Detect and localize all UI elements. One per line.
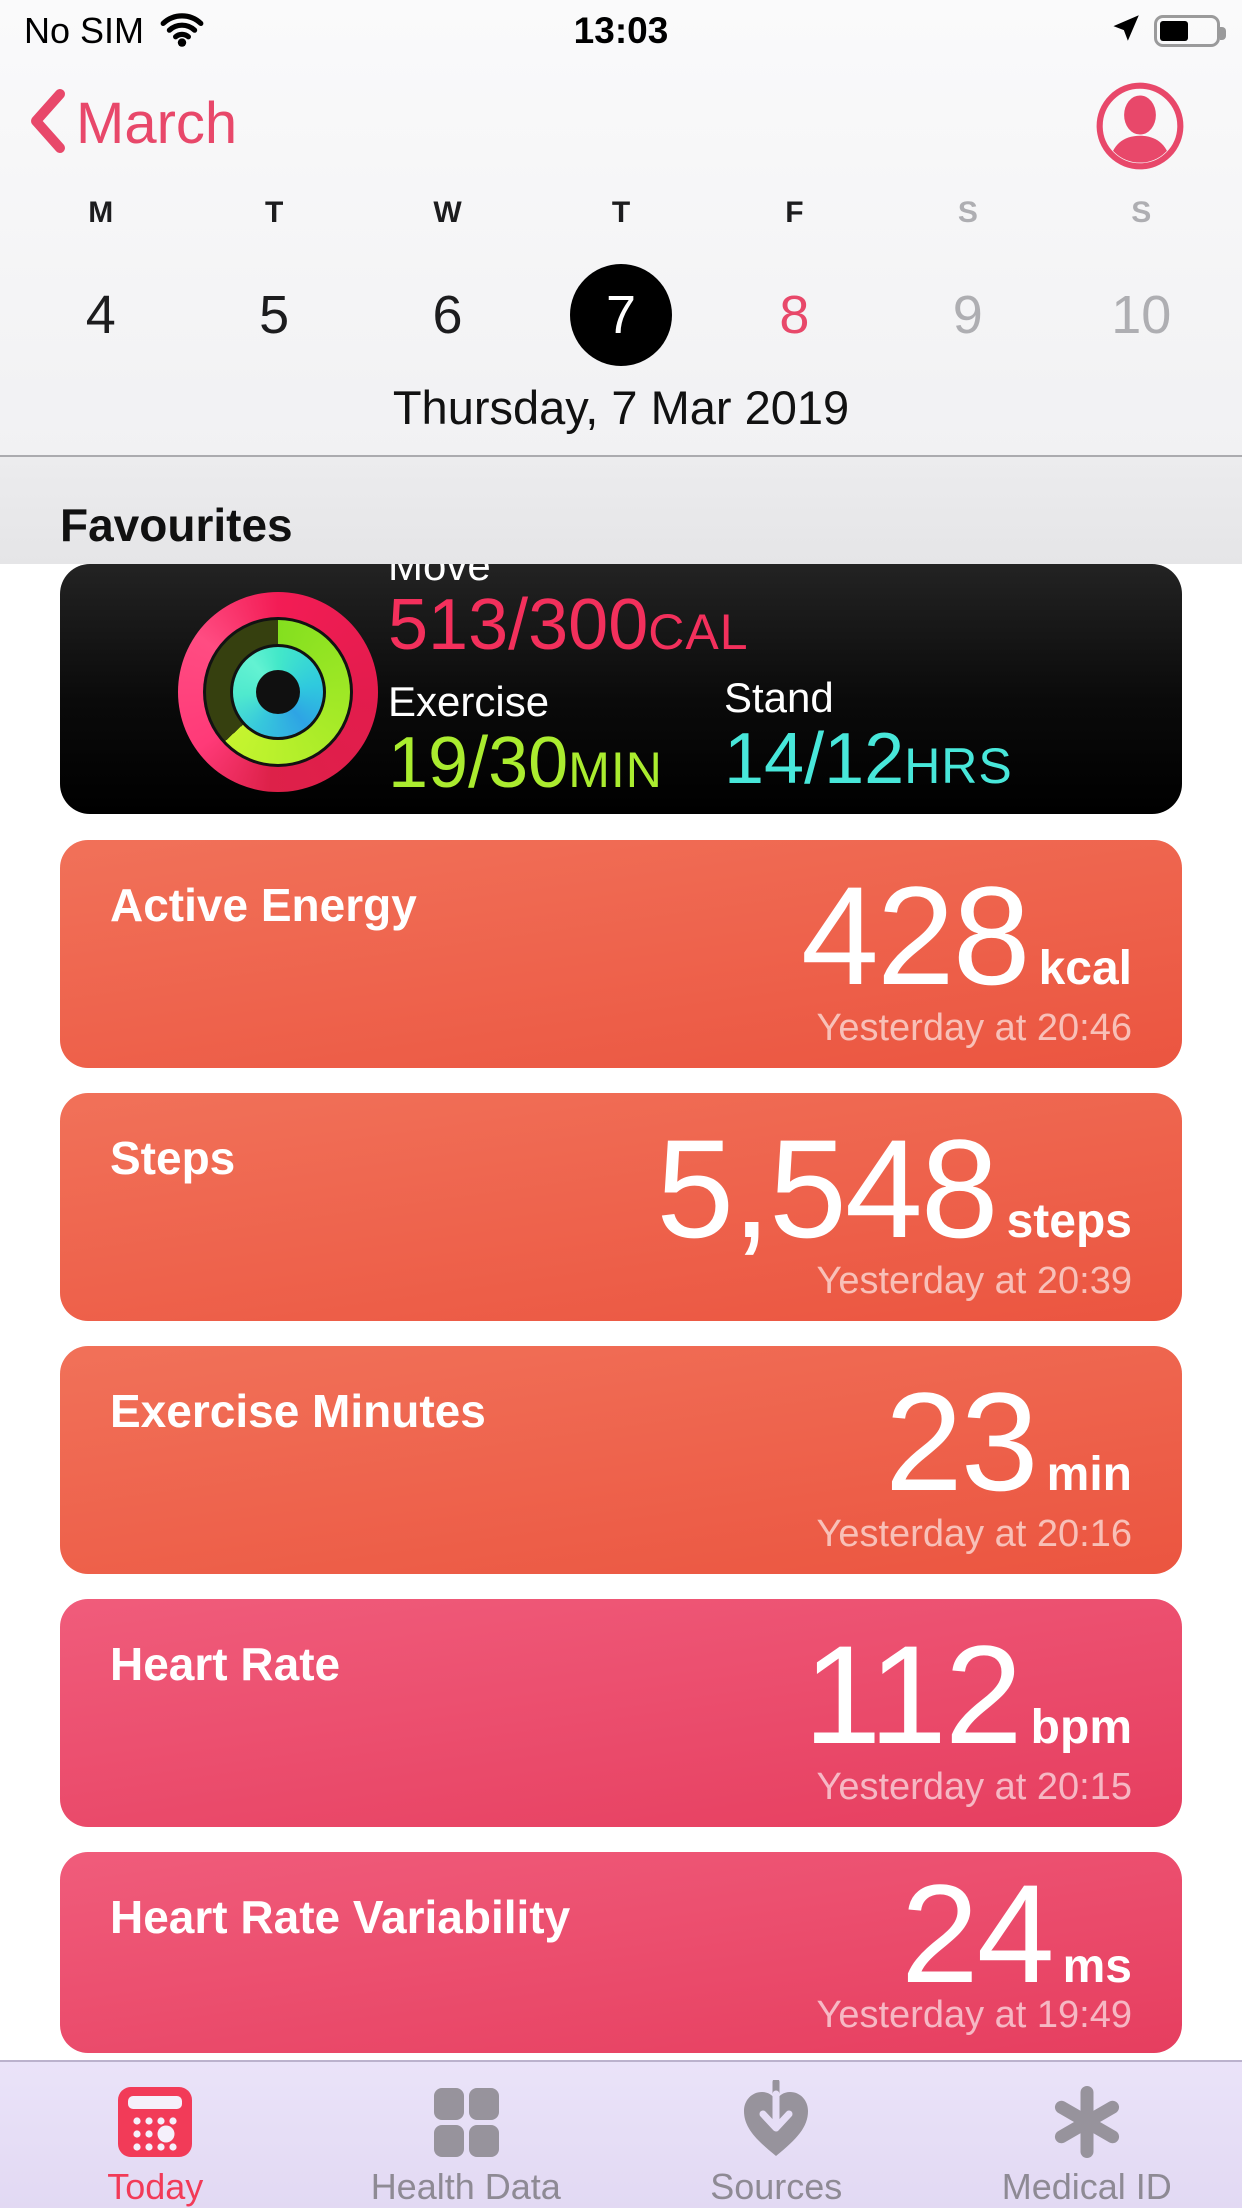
steps-card[interactable]: Steps 5,548 steps Yesterday at 20:39 bbox=[60, 1093, 1182, 1321]
day-cell-9[interactable]: 9 bbox=[952, 285, 983, 345]
activity-card[interactable]: Move 513/300CAL Exercise 19/30MIN Stand … bbox=[60, 564, 1182, 814]
card-value: 5,548 bbox=[656, 1110, 998, 1267]
exercise-minutes-card[interactable]: Exercise Minutes 23 min Yesterday at 20:1… bbox=[60, 1346, 1182, 1574]
card-value: 428 bbox=[800, 857, 1031, 1014]
chevron-left-icon bbox=[28, 88, 68, 159]
card-title: Heart Rate Variability bbox=[110, 1891, 571, 1943]
card-title: Heart Rate bbox=[110, 1638, 341, 1690]
card-timestamp: Yesterday at 20:39 bbox=[816, 1260, 1132, 1302]
weekday-letter: T bbox=[264, 196, 284, 229]
back-label: March bbox=[76, 91, 238, 156]
day-cell-5[interactable]: 5 bbox=[259, 285, 290, 345]
tab-medical-id[interactable]: Medical ID bbox=[932, 2062, 1242, 2208]
exercise-value: 19/30MIN bbox=[388, 722, 663, 803]
card-unit: ms bbox=[1062, 1940, 1132, 1993]
card-title: Steps bbox=[110, 1132, 236, 1184]
favourites-section-header: Favourites bbox=[0, 457, 1242, 564]
active-energy-card[interactable]: Active Energy 428 kcal Yesterday at 20:46 bbox=[60, 840, 1182, 1068]
clock: 13:03 bbox=[573, 10, 669, 51]
day-cell-10[interactable]: 10 bbox=[1111, 285, 1172, 345]
card-timestamp: Yesterday at 19:49 bbox=[816, 1994, 1132, 2036]
profile-icon[interactable] bbox=[1096, 82, 1184, 170]
card-unit: steps bbox=[1006, 1195, 1132, 1248]
weekday-letter: W bbox=[433, 196, 462, 229]
day-cell-6[interactable]: 6 bbox=[432, 285, 463, 345]
card-timestamp: Yesterday at 20:15 bbox=[816, 1766, 1132, 1808]
location-arrow-icon bbox=[1110, 12, 1142, 49]
calendar-header-area: No SIM 13:03 bbox=[0, 0, 1242, 457]
weekday-letter: S bbox=[1131, 196, 1152, 229]
favourites-title: Favourites bbox=[60, 498, 293, 551]
wifi-icon bbox=[158, 11, 206, 52]
weekday-letter: M bbox=[88, 196, 114, 229]
tab-today[interactable]: Today bbox=[0, 2062, 311, 2208]
medical-asterisk-icon bbox=[1044, 2080, 1130, 2164]
tab-sources[interactable]: Sources bbox=[621, 2062, 932, 2208]
tab-bar: Today Health Data bbox=[0, 2060, 1242, 2208]
battery-icon bbox=[1154, 14, 1226, 47]
tab-health-data[interactable]: Health Data bbox=[311, 2062, 622, 2208]
activity-rings-icon bbox=[178, 592, 378, 792]
card-value: 24 bbox=[900, 1855, 1055, 2012]
status-bar: No SIM 13:03 bbox=[0, 0, 1242, 62]
header-divider bbox=[0, 455, 1242, 457]
day-cell-4[interactable]: 4 bbox=[85, 285, 116, 345]
stand-label: Stand bbox=[724, 674, 834, 721]
tab-label: Health Data bbox=[370, 2166, 561, 2207]
weekday-letter: T bbox=[611, 196, 631, 229]
day-cell-7-selected[interactable]: 7 bbox=[534, 262, 707, 368]
heart-rate-variability-card[interactable]: Heart Rate Variability 24 ms Yesterday at… bbox=[60, 1852, 1182, 2053]
card-timestamp: Yesterday at 20:46 bbox=[816, 1007, 1132, 1049]
nav-header: March bbox=[0, 82, 1242, 188]
stand-value: 14/12HRS bbox=[724, 719, 1013, 799]
card-unit: bpm bbox=[1030, 1701, 1132, 1754]
back-button[interactable]: March bbox=[28, 88, 237, 159]
week-dates-row: 4 5 6 7 8 9 10 bbox=[14, 262, 1228, 368]
card-unit: min bbox=[1046, 1448, 1132, 1501]
weekday-letter: F bbox=[785, 196, 804, 229]
selected-date-label: Thursday, 7 Mar 2019 bbox=[392, 381, 850, 434]
card-unit: kcal bbox=[1038, 942, 1132, 995]
weekday-letter: S bbox=[957, 196, 978, 229]
calendar-grid-icon bbox=[112, 2080, 198, 2164]
card-title: Exercise Minutes bbox=[110, 1385, 486, 1437]
tab-label: Today bbox=[107, 2166, 204, 2207]
tab-label: Medical ID bbox=[1001, 2166, 1172, 2207]
move-value: 513/300CAL bbox=[388, 585, 749, 665]
tab-label: Sources bbox=[710, 2166, 843, 2207]
weekday-letters-row: M T W T F S S bbox=[14, 196, 1228, 230]
carrier-label: No SIM bbox=[24, 10, 145, 51]
card-title: Active Energy bbox=[110, 879, 417, 931]
card-value: 23 bbox=[884, 1363, 1039, 1520]
card-value: 112 bbox=[803, 1616, 1022, 1773]
card-timestamp: Yesterday at 20:16 bbox=[816, 1513, 1132, 1555]
day-cell-8[interactable]: 8 bbox=[779, 285, 810, 345]
exercise-label: Exercise bbox=[388, 677, 550, 725]
grid-squares-icon bbox=[423, 2080, 509, 2164]
heart-rate-card[interactable]: Heart Rate 112 bpm Yesterday at 20:15 bbox=[60, 1599, 1182, 1827]
heart-download-icon bbox=[733, 2080, 819, 2164]
move-label: Move bbox=[388, 564, 491, 589]
